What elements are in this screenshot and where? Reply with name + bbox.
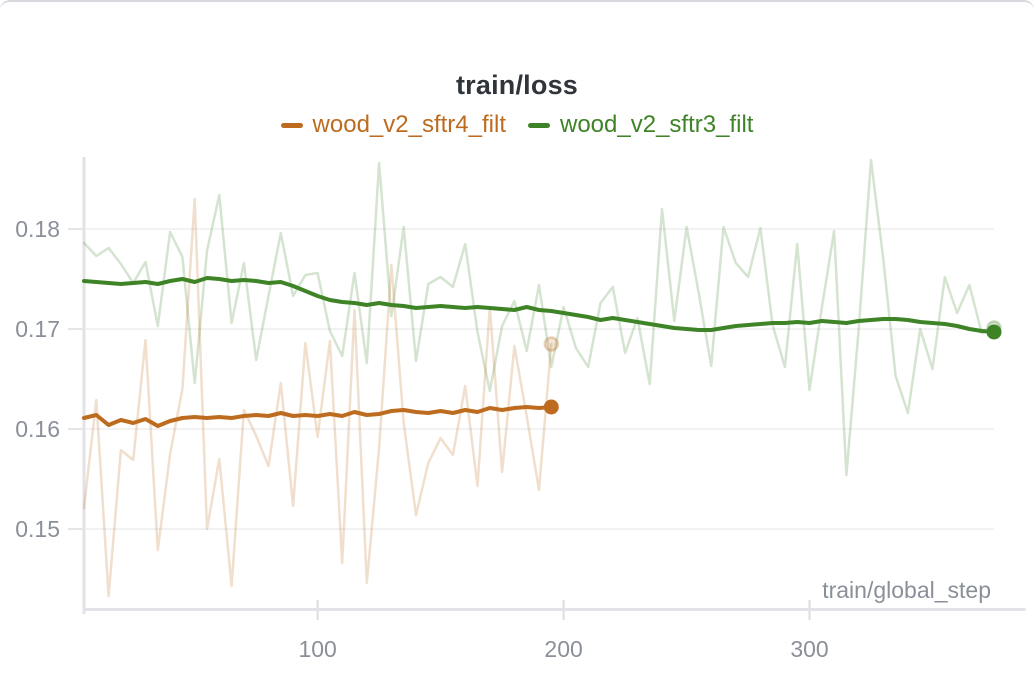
x-axis-title: train/global_step [822,577,991,603]
chart-title: train/loss [455,70,579,100]
series-end-marker-wood_v2_sftr4_filt_raw [543,336,560,352]
chart-legend: wood_v2_sftr4_filt wood_v2_sftr3_filt [0,111,1034,139]
series-end-dot-wood_v2_sftr3_filt[interactable] [986,324,1002,340]
y-tick-label: 0.17 [15,316,60,342]
series-line-wood_v2_sftr3_filt_raw[interactable] [82,158,996,477]
legend-line-marker [280,122,303,128]
series-line-wood_v2_sftr4_filt_raw[interactable] [82,197,553,598]
series-end-dot-wood_v2_sftr4_filt[interactable] [543,399,559,415]
legend-label: wood_v2_sftr4_filt [312,111,506,138]
series-line-wood_v2_sftr4_filt[interactable] [82,405,554,428]
x-tick-label: 200 [544,636,582,662]
y-tick-label: 0.16 [15,416,60,442]
x-tick-label: 300 [790,636,828,662]
legend-item-wood_v2_sftr3_filt[interactable]: wood_v2_sftr3_filt [528,111,753,139]
legend-item-wood_v2_sftr4_filt[interactable]: wood_v2_sftr4_filt [280,111,506,139]
series-line-wood_v2_sftr3_filt[interactable] [82,276,996,334]
x-tick-label: 100 [298,636,336,662]
legend-line-marker [528,122,550,128]
y-axis-line [82,157,86,614]
legend-label: wood_v2_sftr3_filt [560,111,754,138]
y-tick-label: 0.18 [15,216,60,242]
x-axis-line [82,608,1026,611]
y-tick-label: 0.15 [15,516,60,542]
